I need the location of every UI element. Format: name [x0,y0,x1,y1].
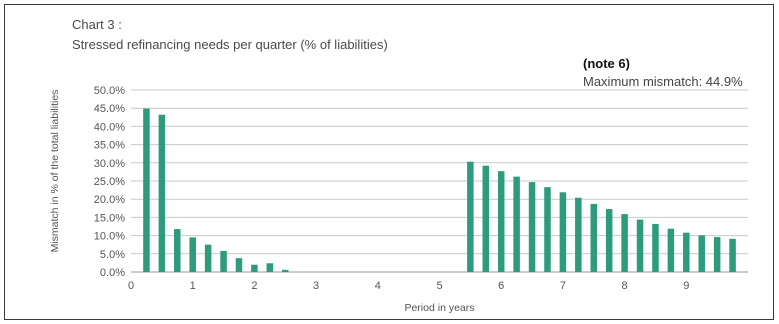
bar [467,161,474,272]
x-axis-title: Period in years [404,302,474,314]
x-tick-label: 9 [683,280,689,292]
bar [143,108,150,273]
y-tick-label: 30.0% [94,158,125,170]
max-mismatch-annotation: Maximum mismatch: 44.9% [583,74,743,89]
bar [497,171,505,272]
y-tick-label: 10.0% [94,231,125,243]
y-tick-label: 40.0% [94,121,125,133]
chart-frame [4,4,774,320]
y-tick-label: 15.0% [94,212,125,224]
bar [590,203,597,272]
x-tick-label: 0 [128,280,134,292]
y-axis-title: Mismatch in % of the total liabilities [49,90,61,253]
bar [513,176,520,272]
x-tick-label: 2 [251,280,257,292]
bar [605,209,613,272]
chart-title: Chart 3 : [72,17,122,32]
bar [220,250,227,272]
x-tick-label: 8 [622,280,628,292]
bar [621,214,628,272]
bar [683,232,690,272]
bar [482,165,490,272]
bar [559,192,567,272]
bar [713,237,721,272]
y-tick-label: 45.0% [94,103,125,115]
chart-note: (note 6) [583,56,630,71]
bar [235,258,243,272]
bar [544,187,551,272]
bar [575,197,582,272]
bar [251,264,258,272]
bar [729,238,736,272]
bar [158,114,166,272]
bar [652,223,659,272]
x-tick-label: 5 [436,280,442,292]
bar [667,228,675,272]
bar [204,244,212,272]
x-tick-label: 7 [560,280,566,292]
y-tick-label: 25.0% [94,176,125,188]
bar [698,235,705,272]
x-tick-label: 4 [375,280,381,292]
y-tick-label: 20.0% [94,194,125,206]
y-tick-label: 50.0% [94,85,125,97]
y-tick-label: 0.0% [100,267,125,279]
x-tick-label: 3 [313,280,319,292]
bar [266,263,274,272]
x-tick-label: 1 [190,280,196,292]
bar [174,229,181,272]
bar [528,182,536,272]
bar [189,237,196,272]
bar [636,219,644,272]
chart-subtitle: Stressed refinancing needs per quarter (… [72,37,388,52]
bar [282,269,289,272]
y-tick-label: 35.0% [94,140,125,152]
x-tick-label: 6 [498,280,504,292]
y-tick-label: 5.0% [100,249,125,261]
